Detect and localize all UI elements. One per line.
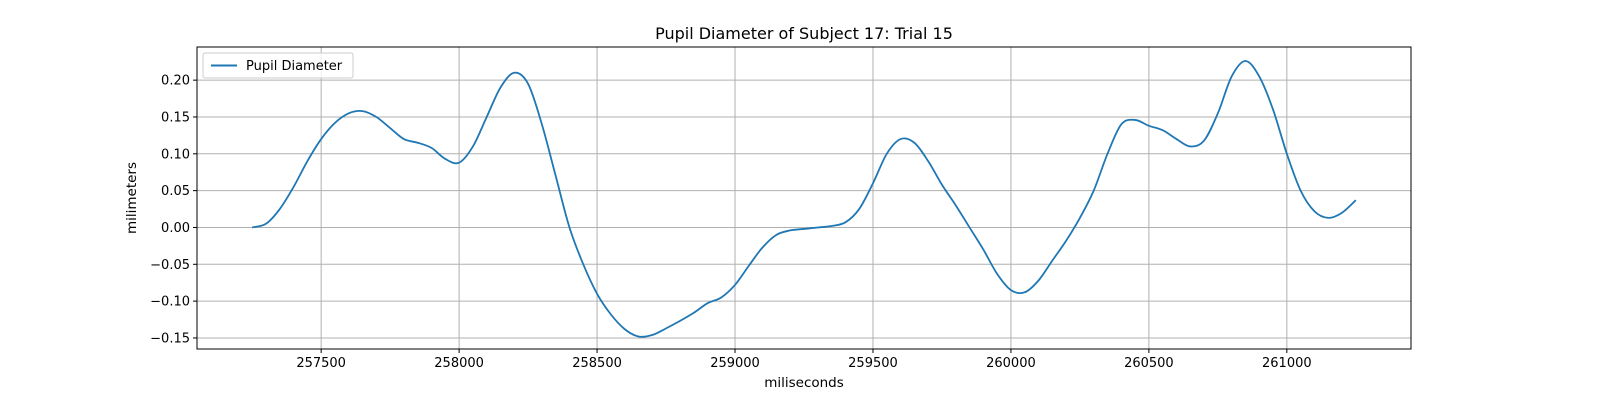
y-tick-label: −0.05: [150, 258, 190, 273]
y-tick-label: 0.15: [161, 110, 190, 125]
x-tick-label: 257500: [296, 356, 346, 371]
grid-layer: [197, 47, 1411, 349]
x-tick-label: 260500: [1124, 356, 1174, 371]
series-line-pupil-diameter: [251, 60, 1357, 338]
x-tick-label: 259500: [848, 356, 898, 371]
y-axis-label: milimeters: [124, 162, 140, 234]
y-tick-label: 0.20: [161, 74, 190, 89]
y-tick-label: 0.10: [161, 147, 190, 162]
legend: Pupil Diameter: [202, 52, 354, 79]
legend-label-pupil-diameter: Pupil Diameter: [246, 59, 343, 74]
plot-frame: [196, 46, 1412, 350]
y-tick-label: −0.10: [150, 295, 190, 310]
y-tick-label: 0.00: [161, 221, 190, 236]
x-ticks: 257500 258000 258500 259000 259500 260000 2605…: [296, 349, 1312, 371]
x-axis-label: miliseconds: [764, 375, 844, 391]
x-tick-label: 258000: [434, 356, 484, 371]
x-tick-label: 260000: [986, 356, 1036, 371]
y-tick-label: −0.15: [150, 331, 190, 346]
chart-title: Pupil Diameter of Subject 17: Trial 15: [655, 24, 953, 43]
series-layer: [251, 60, 1357, 338]
x-tick-label: 258500: [572, 356, 622, 371]
y-ticks: −0.15 −0.10 −0.05 0.00 0.05 0.10 0.15 0.20: [150, 74, 197, 346]
y-tick-label: 0.05: [161, 184, 190, 199]
x-tick-label: 261000: [1262, 356, 1312, 371]
legend-box: [202, 52, 354, 79]
x-tick-label: 259000: [710, 356, 760, 371]
